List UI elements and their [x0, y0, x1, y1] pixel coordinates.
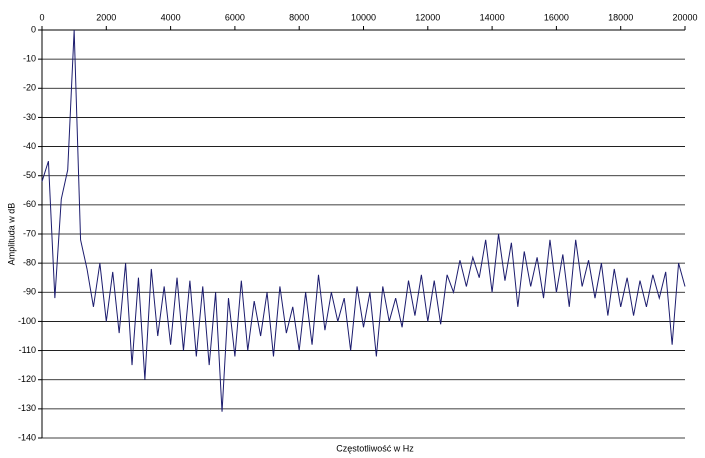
x-tick-label: 0: [39, 12, 44, 22]
y-tick-label: -60: [23, 199, 36, 209]
y-tick-label: -30: [23, 112, 36, 122]
y-tick-label: -130: [18, 403, 36, 413]
x-tick-label: 6000: [225, 12, 245, 22]
y-tick-label: -120: [18, 374, 36, 384]
y-tick-label: -90: [23, 287, 36, 297]
x-axis-label: Częstotliwość w Hz: [336, 443, 414, 453]
y-tick-label: 0: [31, 24, 36, 34]
y-tick-label: -140: [18, 432, 36, 442]
x-tick-label: 16000: [544, 12, 569, 22]
y-tick-label: -100: [18, 316, 36, 326]
x-tick-label: 12000: [415, 12, 440, 22]
x-tick-label: 14000: [480, 12, 505, 22]
x-tick-label: 2000: [96, 12, 116, 22]
x-tick-label: 8000: [289, 12, 309, 22]
x-tick-label: 18000: [608, 12, 633, 22]
x-tick-label: 4000: [161, 12, 181, 22]
series-line: [41, 29, 686, 412]
y-axis-label: Amplituda w dB: [6, 203, 16, 266]
x-tick-label: 10000: [351, 12, 376, 22]
y-tick-label: -10: [23, 54, 36, 64]
y-tick-label: -80: [23, 258, 36, 268]
y-tick-label: -70: [23, 228, 36, 238]
y-tick-label: -40: [23, 141, 36, 151]
y-tick-label: -50: [23, 170, 36, 180]
y-tick-label: -20: [23, 83, 36, 93]
x-tick-label: 20000: [672, 12, 697, 22]
y-tick-label: -110: [19, 345, 36, 355]
